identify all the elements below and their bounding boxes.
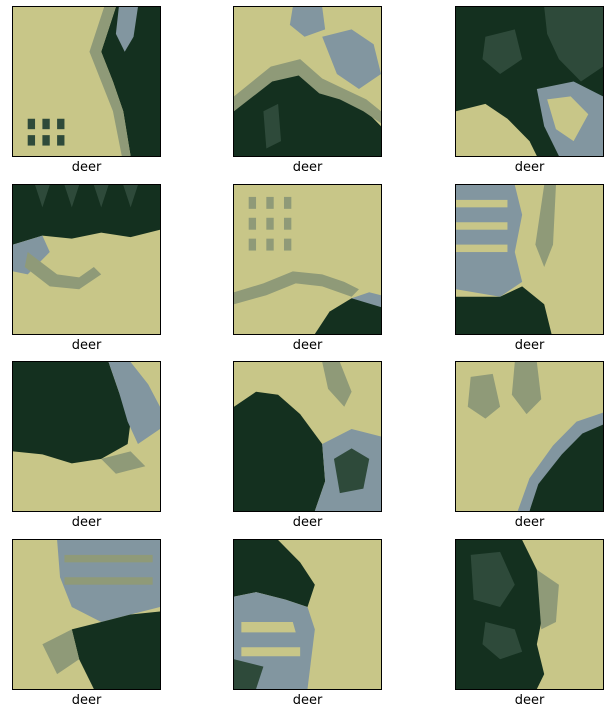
image-tile-1: deer xyxy=(12,6,161,175)
camo-image xyxy=(455,539,604,690)
image-label: deer xyxy=(71,338,102,353)
image-tile-7: deer xyxy=(12,361,161,530)
camo-image xyxy=(233,6,382,157)
image-label: deer xyxy=(514,693,545,708)
image-tile-10: deer xyxy=(12,539,161,708)
image-label: deer xyxy=(292,160,323,175)
image-label: deer xyxy=(514,160,545,175)
image-label: deer xyxy=(71,160,102,175)
image-tile-12: deer xyxy=(455,539,604,708)
image-tile-6: deer xyxy=(455,184,604,353)
image-tile-8: deer xyxy=(233,361,382,530)
camo-image xyxy=(12,184,161,335)
camo-image xyxy=(455,361,604,512)
image-tile-2: deer xyxy=(233,6,382,175)
camo-image xyxy=(12,361,161,512)
image-tile-3: deer xyxy=(455,6,604,175)
camo-image xyxy=(455,6,604,157)
image-label: deer xyxy=(514,515,545,530)
image-label: deer xyxy=(292,693,323,708)
image-label: deer xyxy=(292,338,323,353)
image-label: deer xyxy=(292,515,323,530)
image-tile-9: deer xyxy=(455,361,604,530)
camo-image xyxy=(455,184,604,335)
camo-image xyxy=(233,539,382,690)
image-tile-4: deer xyxy=(12,184,161,353)
image-label: deer xyxy=(71,693,102,708)
camo-image xyxy=(12,539,161,690)
image-label: deer xyxy=(514,338,545,353)
image-label: deer xyxy=(71,515,102,530)
image-tile-11: deer xyxy=(233,539,382,708)
camo-image xyxy=(233,361,382,512)
camo-image xyxy=(233,184,382,335)
image-tile-5: deer xyxy=(233,184,382,353)
camo-image xyxy=(12,6,161,157)
